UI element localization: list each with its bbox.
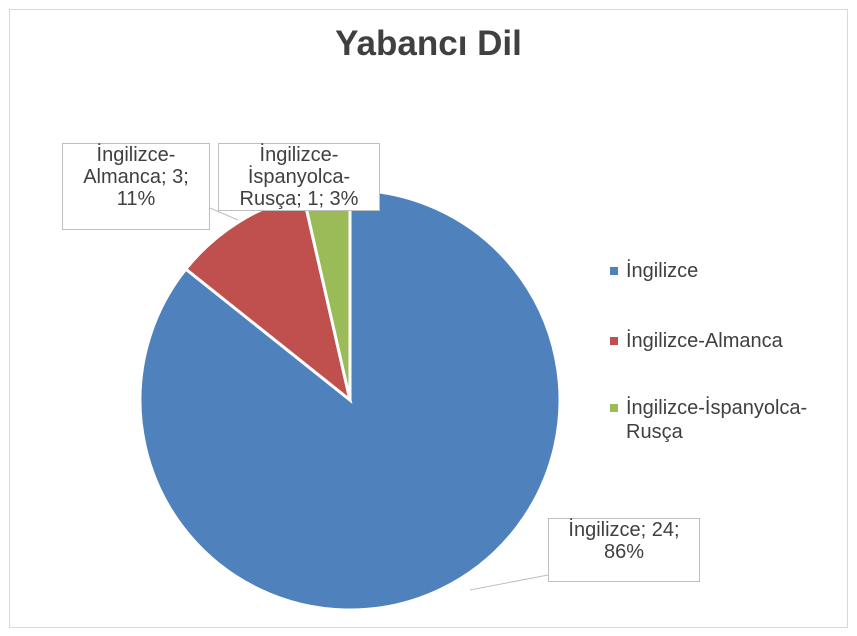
leader-line (209, 207, 239, 221)
legend-key (610, 404, 618, 412)
legend-key (610, 267, 618, 275)
data-label: İngilizce-İspanyolca-Rusça; 1; 3% (218, 143, 380, 211)
leader-line (469, 574, 549, 591)
data-label: İngilizce; 24; 86% (548, 518, 700, 582)
legend-key (610, 337, 618, 345)
legend-label: İngilizce (626, 260, 699, 282)
legend-item: İngilizce-İspanyolca-Rusça (610, 396, 856, 444)
chart-title: Yabancı Dil (335, 24, 522, 63)
legend-label: İngilizce-İspanyolca-Rusça (626, 397, 808, 443)
legend-label: İngilizce-Almanca (626, 330, 783, 352)
legend-item: İngilizce-Almanca (610, 329, 856, 353)
legend-item: İngilizce (610, 259, 856, 283)
data-label: İngilizce-Almanca; 3; 11% (62, 143, 210, 230)
pie (138, 188, 562, 612)
